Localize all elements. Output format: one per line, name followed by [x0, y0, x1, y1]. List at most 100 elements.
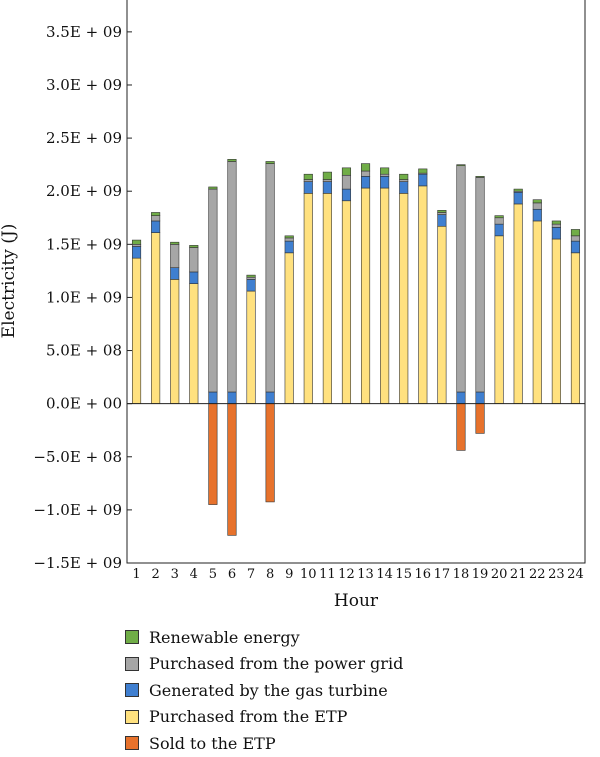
bar-segment-generated-by-the-gas-turbine — [189, 271, 199, 284]
x-tick-label: 6 — [228, 567, 236, 582]
x-axis-ticks: 1 2 3 4 5 6 7 8 9 10 11 12 13 14 15 16 17 18 19 20 21 22 23 24 — [132, 567, 583, 582]
bar-segment-purchased-from-the-etp — [131, 257, 142, 404]
x-tick-label: 7 — [247, 567, 255, 582]
bar-segment-renewable-energy — [437, 210, 447, 213]
bar-segment-generated-by-the-gas-turbine — [494, 223, 504, 237]
y-tick-label: 3.0E + 09 — [46, 76, 122, 94]
bar-segment-generated-by-the-gas-turbine — [284, 240, 294, 254]
x-tick-label: 20 — [491, 567, 508, 582]
bar-segment-generated-by-the-gas-turbine — [456, 391, 466, 404]
bar-segment-renewable-energy — [513, 188, 523, 192]
x-tick-label: 5 — [209, 567, 217, 582]
bar-series — [131, 159, 581, 536]
legend-swatch — [125, 736, 139, 751]
bar-segment-renewable-energy — [131, 239, 142, 245]
bar-segment-purchased-from-the-power-grid — [131, 244, 142, 247]
bar-segment-purchased-from-the-power-grid — [322, 179, 332, 182]
y-tick-label: −1.0E + 09 — [33, 501, 122, 519]
bar-segment-generated-by-the-gas-turbine — [322, 181, 332, 194]
bar-segment-purchased-from-the-etp — [151, 232, 161, 404]
legend-item: Purchased from the power grid — [125, 651, 585, 678]
y-tick-label: 1.5E + 09 — [46, 235, 122, 253]
bar-segment-purchased-from-the-power-grid — [437, 212, 447, 215]
bar-segment-purchased-from-the-power-grid — [265, 163, 275, 393]
bar-segment-generated-by-the-gas-turbine — [341, 188, 352, 202]
legend-label: Renewable energy — [149, 627, 300, 647]
bar-segment-generated-by-the-gas-turbine — [360, 176, 371, 189]
x-tick-label: 3 — [171, 567, 179, 582]
y-tick-label: −5.0E + 08 — [33, 448, 122, 466]
legend-label: Purchased from the ETP — [149, 707, 348, 727]
bar-segment-purchased-from-the-etp — [418, 185, 428, 404]
x-tick-label: 22 — [529, 567, 546, 582]
bar-segment-renewable-energy — [227, 159, 237, 162]
bar-segment-purchased-from-the-power-grid — [284, 237, 294, 242]
bar-segment-purchased-from-the-etp — [170, 279, 180, 404]
bar-segment-purchased-from-the-etp — [570, 252, 581, 404]
bar-segment-renewable-energy — [475, 176, 485, 178]
bar-segment-generated-by-the-gas-turbine — [380, 176, 390, 189]
bar-segment-purchased-from-the-power-grid — [532, 202, 542, 210]
x-tick-label: 17 — [434, 567, 451, 582]
bar-segment-sold-to-the-etp — [475, 403, 485, 434]
bar-segment-purchased-from-the-etp — [360, 187, 371, 404]
bar-segment-purchased-from-the-power-grid — [475, 177, 485, 393]
legend-swatch — [125, 656, 139, 671]
y-tick-label: 1.0E + 09 — [46, 288, 122, 306]
bar-segment-renewable-energy — [322, 171, 332, 180]
bar-segment-generated-by-the-gas-turbine — [551, 227, 561, 240]
y-axis-ticks: 3.5E + 09 3.0E + 09 2.5E + 09 2.0E + 09 1.5E… — [33, 23, 132, 572]
legend-swatch — [125, 630, 139, 645]
x-tick-label: 8 — [266, 567, 274, 582]
bar-segment-purchased-from-the-etp — [303, 193, 313, 404]
x-tick-label: 23 — [548, 567, 565, 582]
bar-segment-purchased-from-the-power-grid — [570, 235, 581, 242]
bar-segment-purchased-from-the-power-grid — [399, 179, 409, 182]
bar-segment-purchased-from-the-etp — [284, 252, 294, 404]
legend-label: Generated by the gas turbine — [149, 680, 388, 700]
plot-area-frame — [126, 0, 586, 564]
bar-segment-generated-by-the-gas-turbine — [570, 240, 581, 254]
x-tick-label: 2 — [151, 567, 159, 582]
x-axis-title: Hour — [334, 591, 379, 611]
bar-segment-renewable-energy — [570, 229, 581, 237]
bar-segment-sold-to-the-etp — [456, 403, 466, 451]
bar-segment-sold-to-the-etp — [208, 403, 218, 505]
bar-segment-purchased-from-the-power-grid — [246, 276, 256, 280]
y-tick-label: 2.5E + 09 — [46, 129, 122, 147]
bar-segment-generated-by-the-gas-turbine — [151, 220, 161, 233]
bar-segment-purchased-from-the-power-grid — [227, 161, 237, 393]
bar-segment-renewable-energy — [284, 235, 294, 239]
bar-segment-renewable-energy — [303, 173, 313, 180]
bar-segment-renewable-energy — [551, 220, 561, 225]
x-tick-label: 19 — [472, 567, 489, 582]
bar-segment-renewable-energy — [360, 163, 371, 172]
bar-segment-generated-by-the-gas-turbine — [399, 181, 409, 194]
y-tick-label: 0.0E + 00 — [46, 395, 122, 413]
bar-segment-renewable-energy — [170, 241, 180, 245]
x-tick-label: 13 — [357, 567, 374, 582]
y-tick-label: 5.0E + 08 — [46, 342, 122, 360]
bar-segment-purchased-from-the-etp — [513, 203, 523, 404]
legend-item: Renewable energy — [125, 624, 585, 651]
bar-segment-generated-by-the-gas-turbine — [246, 279, 256, 292]
x-tick-label: 11 — [319, 567, 336, 582]
x-tick-label: 1 — [132, 567, 140, 582]
bar-segment-generated-by-the-gas-turbine — [208, 391, 218, 404]
bar-segment-generated-by-the-gas-turbine — [131, 246, 142, 259]
bar-segment-purchased-from-the-etp — [322, 193, 332, 404]
bar-segment-purchased-from-the-power-grid — [341, 174, 352, 190]
bar-segment-purchased-from-the-power-grid — [189, 247, 199, 273]
bar-segment-generated-by-the-gas-turbine — [265, 391, 275, 404]
bar-segment-generated-by-the-gas-turbine — [418, 173, 428, 187]
bar-segment-purchased-from-the-power-grid — [494, 217, 504, 225]
bar-segment-purchased-from-the-etp — [189, 283, 199, 404]
bar-segment-purchased-from-the-power-grid — [360, 170, 371, 177]
bar-segment-renewable-energy — [380, 167, 390, 175]
bar-segment-purchased-from-the-power-grid — [151, 215, 161, 222]
bar-segment-purchased-from-the-etp — [437, 225, 447, 404]
legend-label: Purchased from the power grid — [149, 654, 404, 674]
x-tick-label: 18 — [453, 567, 470, 582]
bar-segment-renewable-energy — [494, 215, 504, 219]
bar-segment-generated-by-the-gas-turbine — [170, 267, 180, 280]
